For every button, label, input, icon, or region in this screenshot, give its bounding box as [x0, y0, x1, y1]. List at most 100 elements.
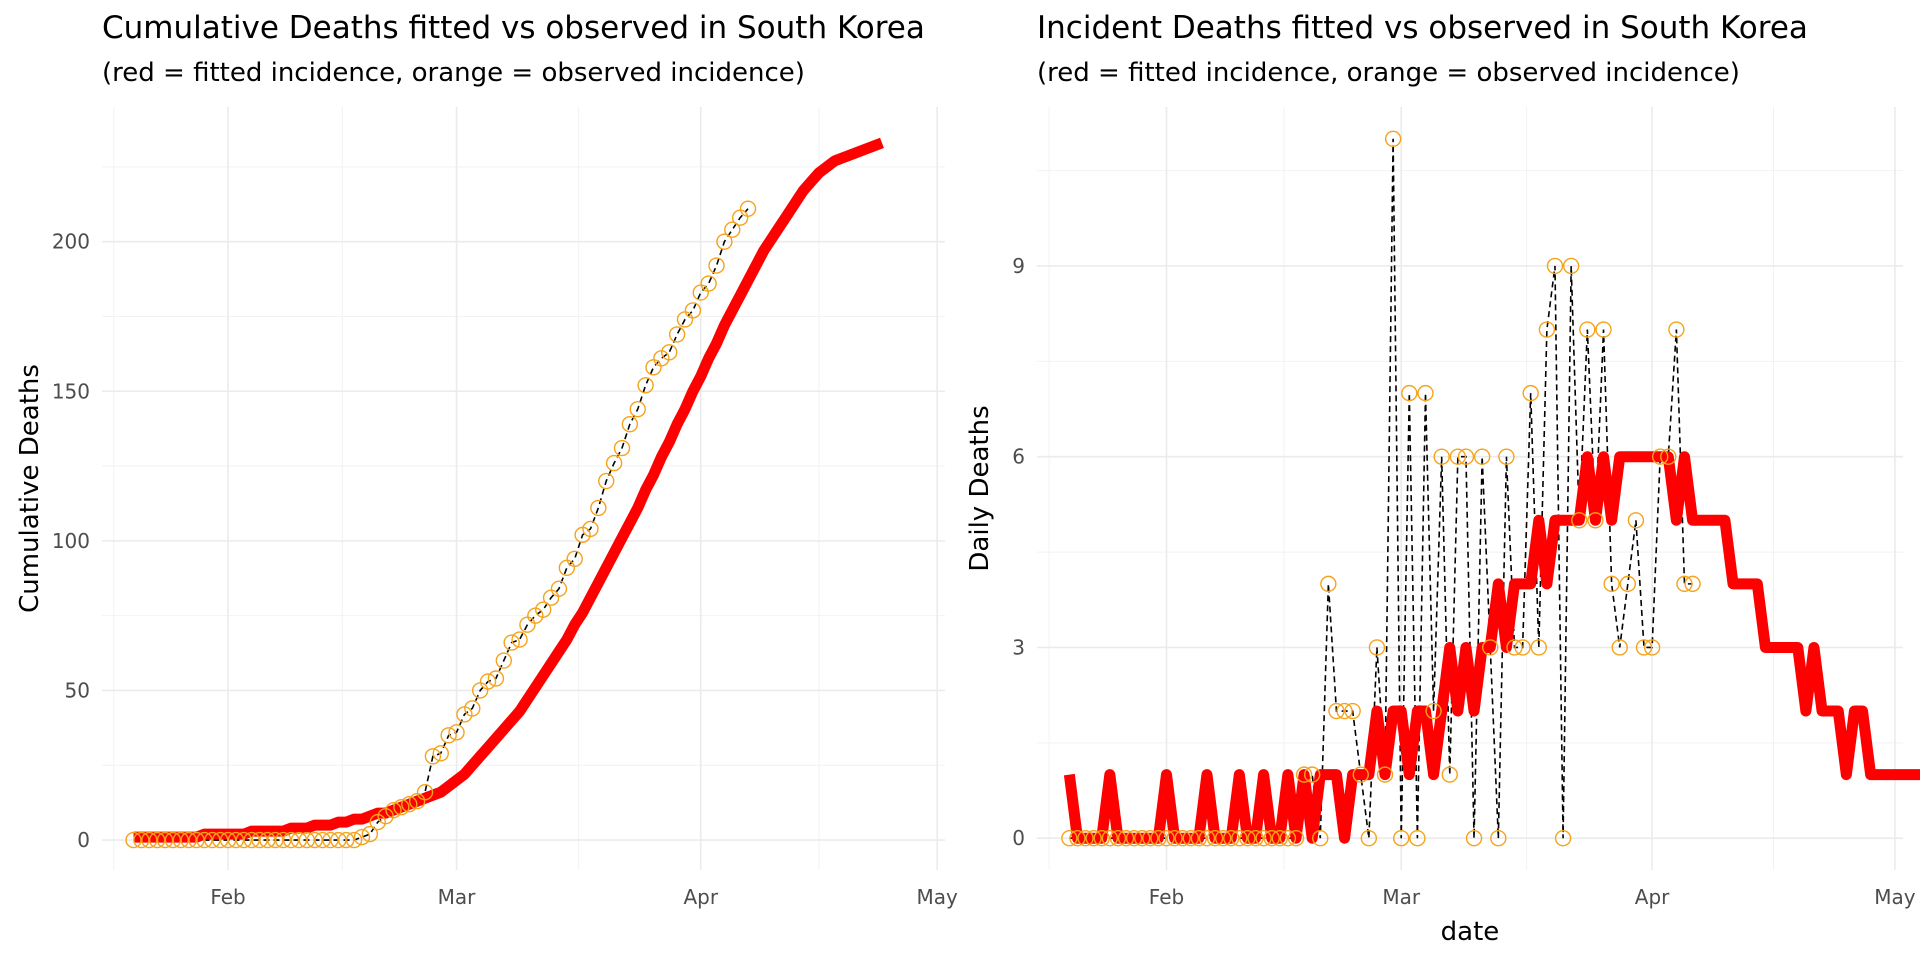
observed-point — [1522, 384, 1539, 402]
observed-point — [401, 795, 418, 813]
x-tick-label: Feb — [1149, 885, 1184, 909]
chart-title: Cumulative Deaths fitted vs observed in … — [102, 10, 925, 46]
chart-title: Incident Deaths fitted vs observed in So… — [1037, 10, 1808, 46]
observed-point — [1401, 384, 1418, 402]
y-tick-label: 0 — [1012, 826, 1025, 850]
observed-point — [1069, 830, 1086, 847]
observed-point — [156, 831, 174, 849]
observed-point — [1368, 639, 1386, 656]
observed-point — [1393, 830, 1410, 847]
observed-point — [219, 831, 237, 849]
observed-point — [1473, 448, 1491, 465]
observed-point — [1668, 321, 1685, 338]
observed-point — [1384, 130, 1402, 147]
x-tick-label: Mar — [438, 885, 477, 909]
observed-point — [566, 550, 583, 568]
observed-point — [550, 580, 568, 597]
observed-point — [164, 831, 182, 849]
observed-point — [1376, 766, 1394, 783]
observed-point — [724, 221, 741, 238]
observed-point — [1287, 830, 1305, 847]
observed-point — [141, 831, 158, 849]
observed-point — [1295, 766, 1313, 783]
observed-point — [1125, 830, 1143, 847]
observed-point — [1303, 766, 1321, 783]
observed-point — [598, 472, 615, 490]
observed-point — [1611, 639, 1628, 656]
observed-point — [1109, 830, 1127, 847]
observed-point — [534, 601, 552, 618]
observed-point — [464, 700, 481, 717]
observed-point — [1182, 830, 1199, 847]
observed-point — [1627, 512, 1645, 529]
y-tick-label: 9 — [1012, 254, 1025, 278]
observed-point — [1263, 830, 1280, 847]
observed-point — [1085, 830, 1102, 847]
observed-point — [211, 831, 229, 849]
observed-point — [1595, 321, 1612, 338]
observed-point — [1312, 830, 1329, 847]
x-tick-label: Feb — [210, 885, 245, 909]
observed-point — [133, 831, 150, 849]
observed-point — [503, 634, 520, 651]
observed-point — [479, 673, 497, 690]
observed-point — [338, 831, 355, 849]
observed-point — [1255, 830, 1272, 847]
observed-point — [353, 828, 371, 846]
observed-point — [306, 831, 323, 849]
incident-deaths-chart: Feb Mar Apr May 0 3 6 9 Daily Deaths date — [965, 107, 1920, 947]
observed-point — [1206, 830, 1224, 847]
observed-point — [1546, 257, 1564, 275]
observed-point — [1587, 512, 1604, 529]
observed-point — [1530, 639, 1547, 656]
observed-point — [282, 831, 300, 849]
observed-point — [1271, 830, 1289, 847]
observed-point — [708, 257, 725, 274]
x-axis-label: date — [1441, 917, 1500, 947]
observed-point — [1077, 830, 1094, 847]
observed-point — [1449, 448, 1467, 465]
observed-point — [243, 831, 260, 849]
observed-point — [1214, 830, 1232, 847]
observed-point — [125, 831, 142, 849]
observed-point — [432, 745, 449, 762]
observed-point — [416, 784, 434, 801]
y-axis-label: Cumulative Deaths — [15, 364, 45, 613]
observed-point — [314, 831, 331, 849]
observed-point — [1093, 830, 1110, 847]
x-tick-label: Mar — [1382, 885, 1421, 909]
observed-point — [235, 831, 253, 849]
x-tick-label: Apr — [1635, 885, 1670, 909]
observed-point — [267, 831, 284, 849]
observed-point — [1166, 830, 1183, 847]
observed-point — [1554, 830, 1572, 847]
y-tick-label: 100 — [52, 529, 90, 553]
y-tick-label: 150 — [52, 379, 90, 403]
observed-point — [1336, 702, 1353, 720]
observed-point — [621, 415, 639, 433]
x-tick-label: Apr — [683, 885, 718, 909]
chart-subtitle: (red = fitted incidence, orange = observ… — [102, 58, 805, 88]
observed-point — [361, 825, 379, 843]
observed-point — [716, 233, 733, 250]
observed-point — [1425, 702, 1442, 720]
observed-point — [1506, 639, 1523, 656]
observed-point — [259, 831, 276, 849]
cumulative-deaths-chart: Feb Mar Apr May 0 50 100 150 200 Cumulative Death… — [15, 107, 958, 909]
observed-point — [1198, 830, 1216, 847]
observed-point — [1142, 830, 1159, 847]
y-tick-label: 200 — [52, 230, 90, 254]
observed-point — [1482, 639, 1499, 656]
observed-point — [590, 499, 607, 517]
observed-point — [1360, 830, 1378, 847]
fitted-series-line — [1063, 451, 1920, 844]
observed-point — [1101, 830, 1119, 847]
observed-point — [196, 831, 213, 849]
observed-point — [700, 275, 717, 292]
observed-point — [582, 520, 599, 538]
observed-point — [613, 439, 631, 457]
observed-point — [393, 798, 410, 816]
observed-point — [1231, 830, 1248, 847]
incident-deaths-panel: Feb Mar Apr May 0 3 6 9 Daily Deaths date Inciden… — [960, 0, 1920, 960]
cumulative-deaths-panel: Feb Mar Apr May 0 50 100 150 200 Cumulative Death… — [15, 10, 958, 909]
